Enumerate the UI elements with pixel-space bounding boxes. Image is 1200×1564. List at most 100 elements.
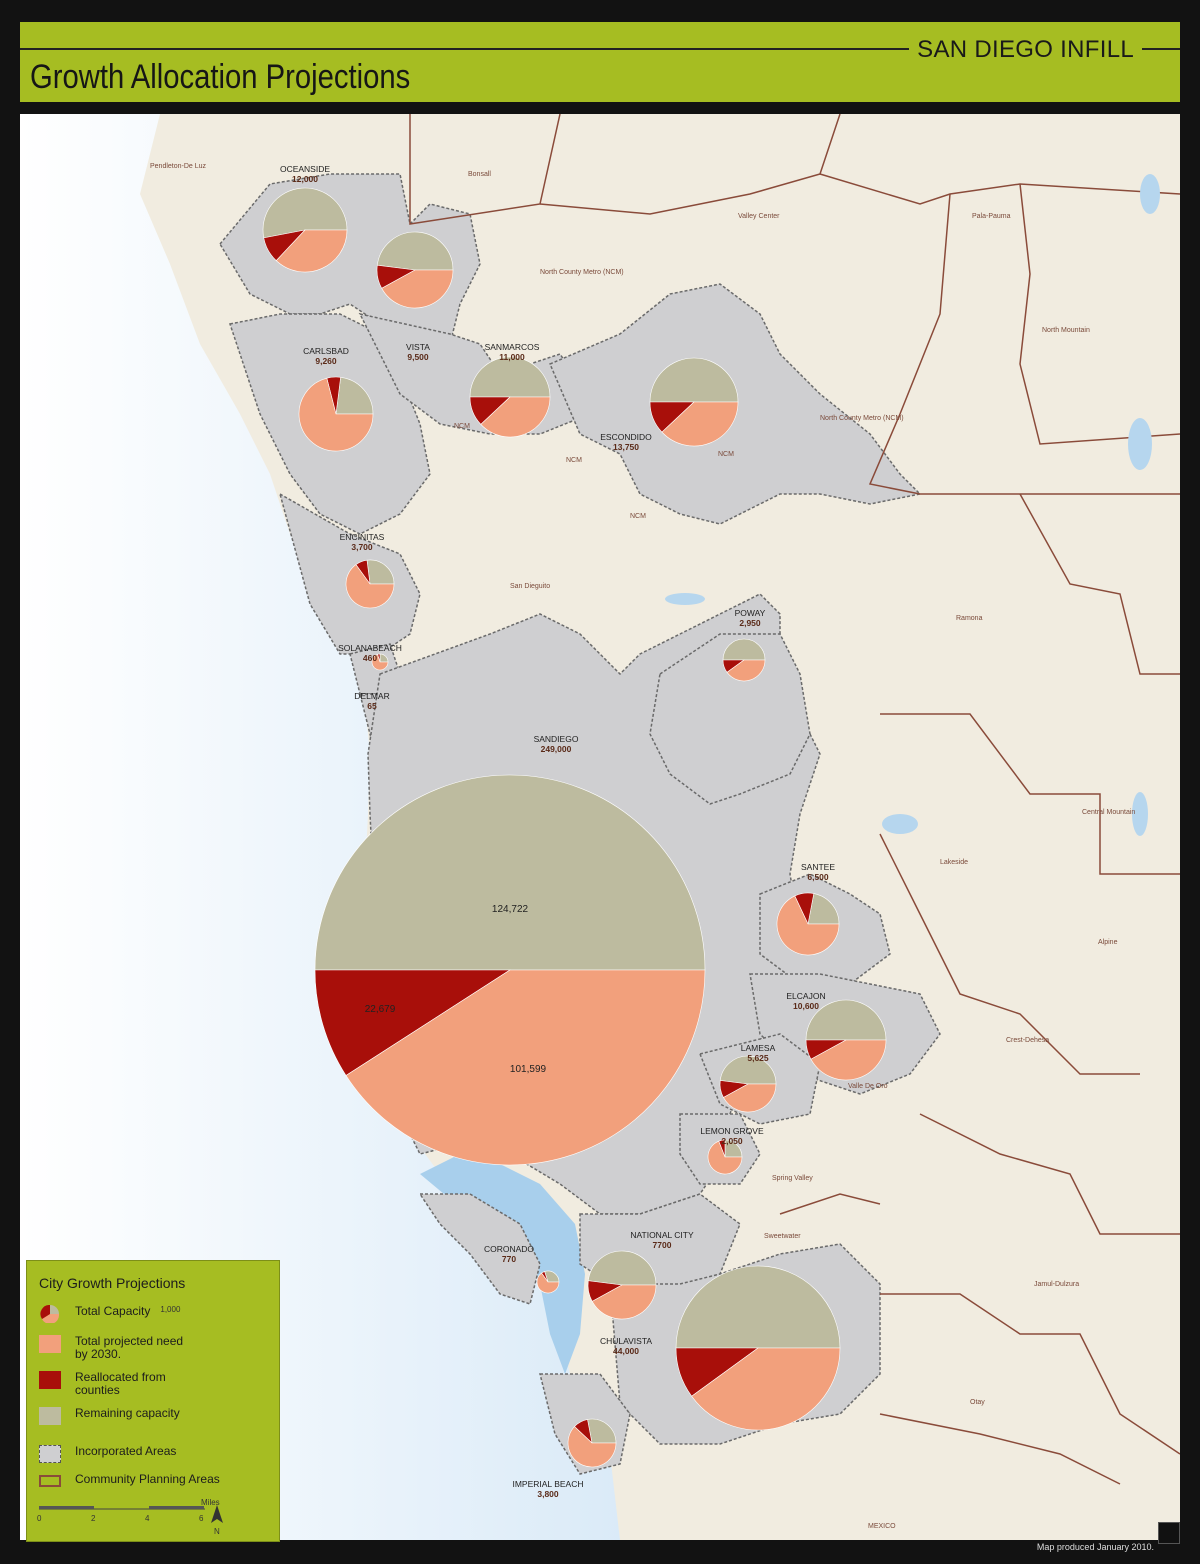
pie-slice-remaining (587, 1250, 657, 1286)
legend-item-cpa: Community Planning Areas (39, 1473, 220, 1487)
north-label: N (214, 1527, 220, 1536)
city-pie (536, 1270, 560, 1294)
scale-tick: 2 (91, 1514, 96, 1523)
city-capacity-label: 3,800 (537, 1489, 559, 1499)
legend-label: Community Planning Areas (75, 1472, 220, 1486)
pie-slice-remaining (335, 376, 374, 415)
place-label: Lakeside (940, 859, 968, 866)
place-label: Spring Valley (772, 1175, 813, 1182)
place-label: NCM (566, 457, 582, 464)
place-label: Crest-Dehesa (1006, 1037, 1049, 1044)
pie-slice-remaining (262, 187, 348, 239)
place-label: Sweetwater (764, 1233, 801, 1240)
city-pie (371, 653, 389, 671)
city-capacity-label: 9,500 (407, 352, 429, 362)
city-capacity-label: 12,000 (292, 174, 318, 184)
pie-slice-remaining (675, 1265, 841, 1349)
city-capacity-label: 6,500 (807, 872, 829, 882)
city-pie (469, 356, 551, 438)
pie-slice-projected (275, 229, 348, 273)
city-name-label: SOLANABEACH (338, 643, 402, 653)
city-pie (649, 357, 739, 447)
scale-tick: 4 (145, 1514, 150, 1523)
community-planning-boundaries (409, 114, 1180, 1485)
place-label: NCM (718, 451, 734, 458)
san-diego-bay (420, 1154, 585, 1374)
place-label: NCM (454, 423, 470, 430)
city-pie (345, 559, 395, 609)
city-capacity-label: 13,750 (613, 442, 639, 452)
pie-slice-remaining (376, 231, 454, 271)
city-capacity-label: 11,000 (499, 352, 525, 362)
place-label: San Dieguito (510, 583, 550, 590)
publisher-logo-icon (1158, 1522, 1180, 1544)
city-name-label: OCEANSIDE (280, 164, 330, 174)
city-pie (376, 231, 454, 309)
pie-slice-remaining (807, 893, 840, 925)
city-name-label: SANMARCOS (485, 342, 540, 352)
city-pie (776, 892, 840, 956)
place-label: Valley Center (738, 213, 780, 220)
sandiego-slice-value: 124,722 (492, 904, 529, 915)
city-capacity-label: 44,000 (613, 1346, 639, 1356)
city-name-label: SANTEE (801, 862, 835, 872)
city-pie (675, 1265, 841, 1431)
place-label: North County Metro (NCM) (820, 415, 904, 422)
pie-slice-projected (345, 969, 706, 1166)
city-capacity-label: 3,700 (351, 542, 373, 552)
pie-slice-remaining (314, 774, 706, 971)
pie-slice-projected (661, 401, 739, 447)
place-label: Pendleton-De Luz (150, 163, 207, 170)
pie-swatch-icon (40, 1305, 60, 1323)
legend-panel: City Growth Projections Total Capacity 1… (26, 1260, 280, 1542)
pie-slice-remaining (649, 357, 739, 403)
city-pie-charts (262, 187, 887, 1468)
place-label: Pala-Pauma (972, 213, 1011, 220)
inland-lakes (665, 174, 1160, 836)
projected-swatch (39, 1335, 61, 1353)
pie-slice-projected (536, 1272, 560, 1294)
city-name-label: DELMAR (354, 691, 389, 701)
place-label: Ramona (956, 615, 983, 622)
scale-unit: Miles (201, 1498, 220, 1507)
city-pie (314, 774, 706, 1166)
pie-slice-projected (345, 564, 395, 609)
city-pie (719, 1055, 777, 1113)
city-name-label: ENCINITAS (340, 532, 385, 542)
production-note: Map produced January 2010. (1036, 1542, 1154, 1552)
legend-label: Total projected need by 2030. (75, 1334, 184, 1361)
pie-slice-projected (723, 1083, 777, 1113)
city-capacity-label: 9,260 (315, 356, 337, 366)
legend-title: City Growth Projections (39, 1275, 186, 1291)
place-label: Valle De Oro (848, 1083, 888, 1090)
city-capacity-label: 10,600 (793, 1001, 819, 1011)
legend-item-total-capacity: Total Capacity 1,000 (39, 1305, 180, 1323)
scale-bar: 0 2 4 6 Miles N (37, 1498, 223, 1536)
pie-slice-projected (480, 396, 551, 438)
legend-label: Incorporated Areas (75, 1444, 177, 1458)
legend-item-remaining: Remaining capacity (39, 1407, 180, 1425)
place-label: Alpine (1098, 939, 1118, 946)
place-label: Central Mountain (1082, 809, 1135, 816)
pie-slice-remaining (587, 1418, 617, 1444)
pie-slice-projected (591, 1284, 657, 1320)
place-labels: Pendleton-De Luz Bonsall Valley Center P… (150, 163, 1135, 1530)
place-label: Otay (970, 1399, 985, 1406)
legend-label: Remaining capacity (75, 1406, 180, 1420)
legend-label: Reallocated from counties (75, 1370, 166, 1397)
pie-slice-projected (298, 377, 374, 452)
banner-rule (20, 48, 1180, 50)
city-name-label: LEMON GROVE (700, 1126, 764, 1136)
legend-item-projected: Total projected need by 2030. (39, 1335, 185, 1361)
city-pie (805, 999, 887, 1081)
legend-label: Total Capacity (75, 1304, 151, 1318)
pie-slice-projected (381, 269, 454, 309)
pie-slice-projected (691, 1347, 841, 1431)
pie-slice-projected (810, 1039, 887, 1081)
city-capacity-label: 2,050 (721, 1136, 743, 1146)
title-banner: SAN DIEGO INFILL Growth Allocation Proje… (20, 22, 1180, 102)
legend-capacity-example: 1,000 (160, 1305, 181, 1314)
city-name-label: POWAY (735, 608, 766, 618)
